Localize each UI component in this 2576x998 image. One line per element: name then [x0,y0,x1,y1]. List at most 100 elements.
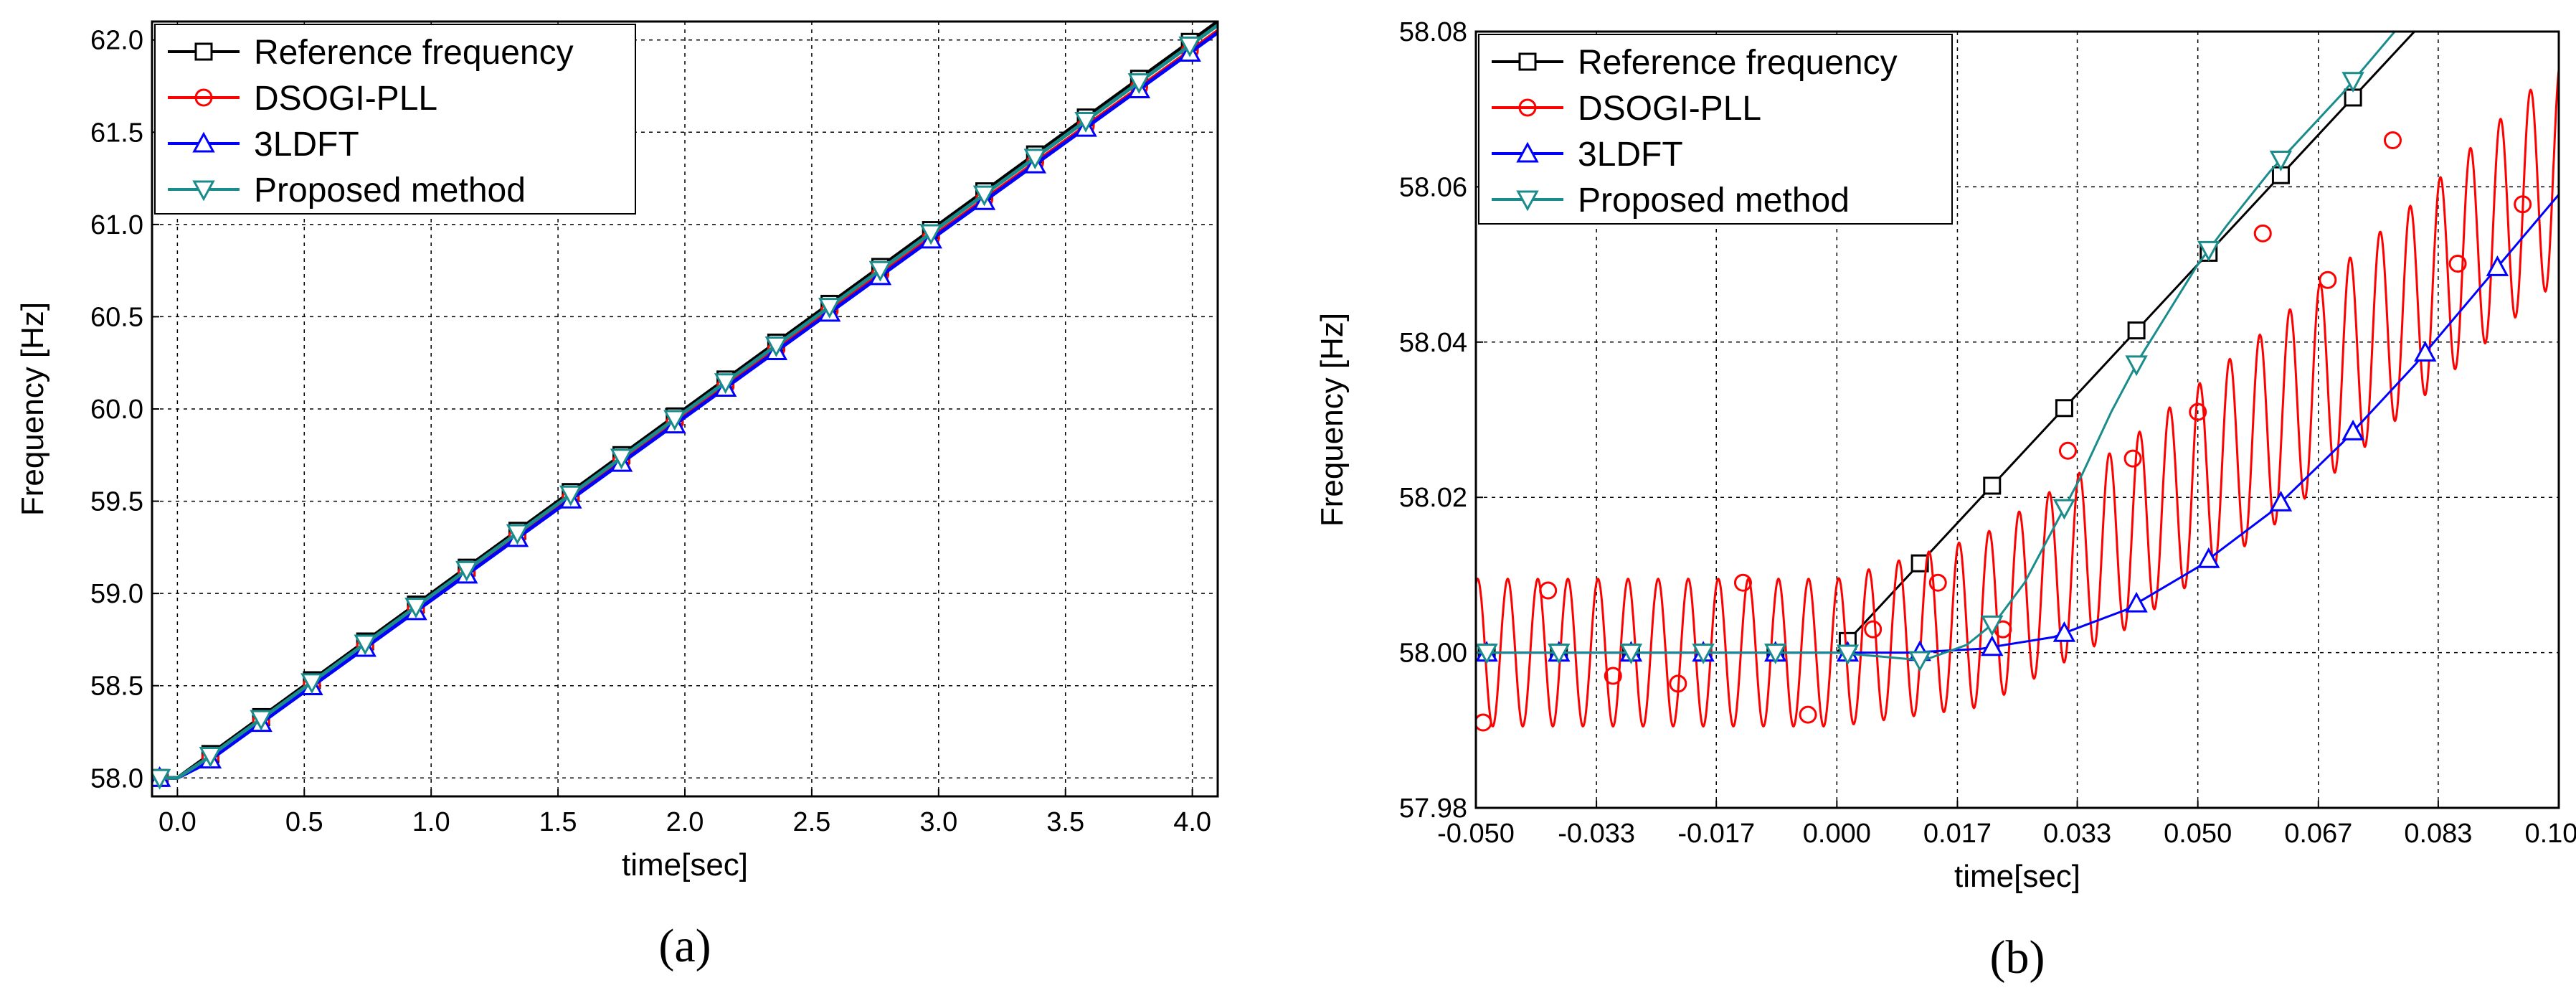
series-line [1476,32,2397,662]
triangle-down-marker [2341,72,2364,93]
square-marker [2055,399,2073,418]
legend: Reference frequency DSOGI-PLL 3LDFT Propose… [1478,34,1953,225]
x-tick-label: -0.050 [1437,819,1515,849]
triangle-down-marker [1908,651,1931,672]
triangle-down-marker [1836,644,1860,666]
legend-entry: 3LDFT [254,126,359,164]
circle-marker [1733,573,1752,592]
square-marker [194,42,213,61]
triangle-down-marker [404,598,427,619]
x-tick-label: 1.0 [412,807,450,837]
x-tick-label: 0.067 [2284,819,2352,849]
triangle-down-marker [1178,36,1201,57]
triangle-down-marker [1074,112,1097,133]
y-tick-label: 58.00 [1399,639,1467,669]
y-tick-label: 59.5 [90,487,143,517]
x-tick-label: 0.100 [2524,819,2576,849]
panel-label: (a) [658,920,711,972]
triangle-marker [2125,591,2148,613]
triangle-down-marker [1476,644,1498,664]
x-tick-label: 0.000 [1803,819,1871,849]
triangle-down-marker [192,180,215,202]
circle-marker [1604,667,1622,685]
circle-marker [2514,195,2532,214]
circle-marker [1539,581,1558,600]
triangle-down-marker [663,410,686,431]
triangle-down-marker [818,298,841,319]
triangle-down-marker [868,260,892,282]
plot-area [1476,32,2559,732]
y-tick-label: 60.0 [90,395,143,425]
triangle-down-marker [2269,151,2293,171]
legend-entry: 3LDFT [1578,136,1683,174]
triangle-down-marker [714,373,737,395]
triangle-down-marker [354,634,377,656]
legend: Reference frequency DSOGI-PLL 3LDFT Propose… [154,24,636,215]
triangle-marker [2197,547,2220,568]
triangle-marker [1981,635,2004,656]
triangle-marker [1516,141,1539,163]
triangle-down-marker [1548,644,1571,664]
x-axis-label: time[sec] [622,847,748,882]
circle-marker [1799,705,1817,724]
legend-entry: Reference frequency [1578,44,1898,82]
triangle-marker [2052,621,2076,642]
circle-marker [2058,441,2077,460]
series-line [1476,70,2559,728]
triangle-marker [2269,490,2293,512]
triangle-down-marker [972,185,996,207]
circle-marker [2123,449,2142,468]
y-tick-label: 61.0 [90,210,143,240]
triangle-down-marker [1764,644,1787,664]
triangle-down-marker [1692,644,1715,664]
x-tick-label: 0.050 [2164,819,2232,849]
x-tick-label: 1.5 [539,807,577,837]
square-marker [1518,52,1537,71]
legend-entry: Reference frequency [254,34,574,72]
legend-entry: DSOGI-PLL [254,80,437,118]
triangle-marker [192,131,215,153]
y-tick-label: 62.0 [90,26,143,56]
y-tick-label: 58.5 [90,672,143,702]
legend-entry: Proposed method [254,171,526,210]
chart-panel-a: 0.0 0.5 1.0 1.5 2.0 2.5 3.0 3.5 4.0 58.0 58.5 59.0 5… [15,20,1219,972]
triangle-down-marker [152,768,171,790]
x-tick-label: 3.0 [919,807,957,837]
x-tick-label: 0.017 [1923,819,1992,849]
series-line [1476,194,2559,654]
triangle-down-marker [2125,355,2148,377]
circle-marker [194,88,213,107]
triangle-down-marker [506,524,529,545]
y-tick-label: 61.5 [90,118,143,148]
triangle-down-marker [199,746,222,768]
y-axis-label: Frequency [Hz] [15,302,50,516]
triangle-down-marker [1127,73,1151,94]
square-marker [1910,554,1929,573]
triangle-down-marker [764,336,788,357]
circle-marker [1669,674,1687,693]
x-tick-label: 0.033 [2043,819,2111,849]
y-tick-label: 58.04 [1399,328,1467,358]
triangle-down-marker [1981,615,2004,636]
triangle-down-marker [610,448,633,470]
triangle-down-marker [300,673,323,695]
circle-marker [1476,713,1492,732]
legend-box [1478,34,1953,225]
circle-marker [2448,255,2467,273]
y-axis-label: Frequency [Hz] [1315,313,1350,527]
triangle-down-marker [2052,499,2076,520]
chart-panel-b: -0.050 -0.033 -0.017 0.000 0.017 0.033 0.050 0.… [1315,17,2576,984]
x-tick-label: -0.033 [1558,819,1635,849]
plot-frame [1474,30,2560,809]
legend-entry: DSOGI-PLL [1578,90,1761,128]
triangle-down-marker [1619,644,1643,664]
triangle-down-marker [559,485,582,507]
circle-marker [2319,270,2337,289]
y-tick-label: 60.5 [90,302,143,332]
legend-entry: Proposed method [1578,182,1850,220]
x-tick-label: 2.5 [792,807,830,837]
x-tick-label: 3.5 [1046,807,1084,837]
x-tick-label: 0.5 [285,807,323,837]
triangle-marker [2341,419,2364,441]
x-tick-label: 0.083 [2404,819,2472,849]
